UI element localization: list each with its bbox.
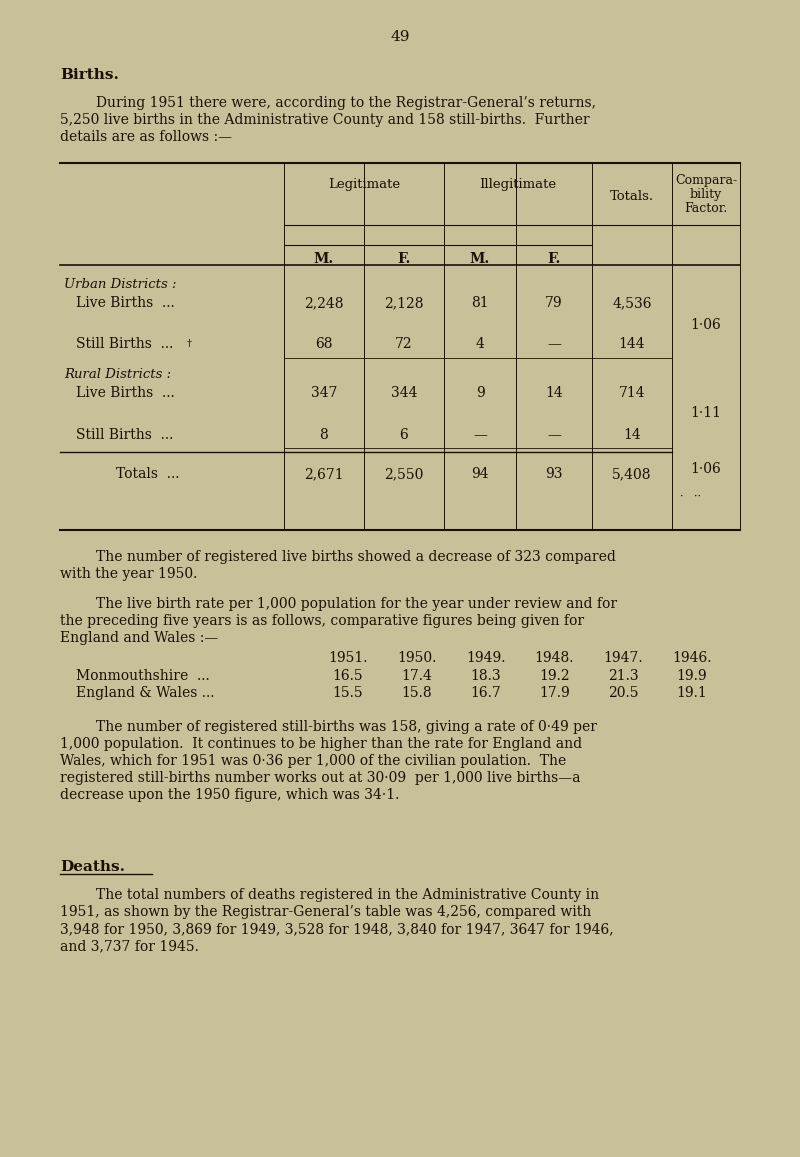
Text: 1950.: 1950.: [397, 651, 437, 665]
Text: ·   ··: · ··: [680, 492, 701, 502]
Text: 144: 144: [618, 337, 646, 351]
Text: 2,248: 2,248: [304, 296, 344, 310]
Text: England and Wales :—: England and Wales :—: [60, 631, 218, 644]
Text: Rural Districts :: Rural Districts :: [64, 368, 171, 381]
Text: bility: bility: [690, 187, 722, 201]
Text: 14: 14: [545, 386, 563, 400]
Text: 714: 714: [618, 386, 646, 400]
Text: decrease upon the 1950 figure, which was 34·1.: decrease upon the 1950 figure, which was…: [60, 788, 399, 802]
Text: 19.9: 19.9: [677, 669, 707, 683]
Text: Still Births  ...: Still Births ...: [76, 337, 174, 351]
Text: †: †: [186, 339, 191, 348]
Text: 6: 6: [400, 428, 408, 442]
Text: M.: M.: [470, 252, 490, 266]
Text: with the year 1950.: with the year 1950.: [60, 567, 198, 581]
Text: details are as follows :—: details are as follows :—: [60, 130, 232, 143]
Text: 1946.: 1946.: [672, 651, 712, 665]
Text: —: —: [473, 428, 487, 442]
Text: 5,250 live births in the Administrative County and 158 still-births.  Further: 5,250 live births in the Administrative …: [60, 113, 590, 127]
Text: Live Births  ...: Live Births ...: [76, 386, 174, 400]
Text: 8: 8: [320, 428, 328, 442]
Text: 1951, as shown by the Registrar-General’s table was 4,256, compared with: 1951, as shown by the Registrar-General’…: [60, 905, 591, 919]
Text: 2,550: 2,550: [384, 467, 424, 481]
Text: 1·06: 1·06: [690, 462, 722, 476]
Text: the preceding five years is as follows, comparative figures being given for: the preceding five years is as follows, …: [60, 614, 584, 628]
Text: 9: 9: [476, 386, 484, 400]
Text: registered still-births number works out at 30·09  per 1,000 live births—a: registered still-births number works out…: [60, 771, 581, 784]
Text: 19.2: 19.2: [539, 669, 570, 683]
Text: Urban Districts :: Urban Districts :: [64, 278, 177, 292]
Text: 344: 344: [390, 386, 418, 400]
Text: 15.5: 15.5: [333, 686, 363, 700]
Text: 1951.: 1951.: [328, 651, 368, 665]
Text: 19.1: 19.1: [677, 686, 707, 700]
Text: Live Births  ...: Live Births ...: [76, 296, 174, 310]
Text: The total numbers of deaths registered in the Administrative County in: The total numbers of deaths registered i…: [96, 889, 599, 902]
Text: 4,536: 4,536: [612, 296, 652, 310]
Text: 16.5: 16.5: [333, 669, 363, 683]
Text: Factor.: Factor.: [684, 202, 728, 215]
Text: 347: 347: [310, 386, 338, 400]
Text: 1948.: 1948.: [534, 651, 574, 665]
Text: 17.4: 17.4: [402, 669, 432, 683]
Text: Monmouthshire  ...: Monmouthshire ...: [76, 669, 210, 683]
Text: 1·11: 1·11: [690, 406, 722, 420]
Text: 5,408: 5,408: [612, 467, 652, 481]
Text: England & Wales ...: England & Wales ...: [76, 686, 214, 700]
Text: F.: F.: [398, 252, 410, 266]
Text: 93: 93: [546, 467, 562, 481]
Text: During 1951 there were, according to the Registrar-General’s returns,: During 1951 there were, according to the…: [96, 96, 596, 110]
Text: 79: 79: [545, 296, 563, 310]
Text: —: —: [547, 337, 561, 351]
Text: The number of registered still-births was 158, giving a rate of 0·49 per: The number of registered still-births wa…: [96, 720, 597, 734]
Text: The live birth rate per 1,000 population for the year under review and for: The live birth rate per 1,000 population…: [96, 597, 617, 611]
Text: 1947.: 1947.: [603, 651, 643, 665]
Text: 1,000 population.  It continues to be higher than the rate for England and: 1,000 population. It continues to be hig…: [60, 737, 582, 751]
Text: 72: 72: [395, 337, 413, 351]
Text: 3,948 for 1950, 3,869 for 1949, 3,528 for 1948, 3,840 for 1947, 3647 for 1946,: 3,948 for 1950, 3,869 for 1949, 3,528 fo…: [60, 922, 614, 936]
Text: 1949.: 1949.: [466, 651, 506, 665]
Text: 17.9: 17.9: [539, 686, 570, 700]
Text: 14: 14: [623, 428, 641, 442]
Text: 94: 94: [471, 467, 489, 481]
Text: and 3,737 for 1945.: and 3,737 for 1945.: [60, 939, 199, 953]
Text: 1·06: 1·06: [690, 318, 722, 332]
Text: —: —: [547, 428, 561, 442]
Text: Births.: Births.: [60, 68, 119, 82]
Text: 21.3: 21.3: [608, 669, 638, 683]
Text: 2,671: 2,671: [304, 467, 344, 481]
Text: 4: 4: [475, 337, 485, 351]
Text: 81: 81: [471, 296, 489, 310]
Text: F.: F.: [547, 252, 561, 266]
Text: Wales, which for 1951 was 0·36 per 1,000 of the civilian poulation.  The: Wales, which for 1951 was 0·36 per 1,000…: [60, 754, 566, 768]
Text: Compara-: Compara-: [675, 174, 737, 187]
Text: Totals.: Totals.: [610, 190, 654, 202]
Text: The number of registered live births showed a decrease of 323 compared: The number of registered live births sho…: [96, 550, 616, 563]
Text: Totals  ...: Totals ...: [116, 467, 179, 481]
Text: Illegitimate: Illegitimate: [479, 178, 557, 191]
Text: Legitimate: Legitimate: [328, 178, 400, 191]
Text: 2,128: 2,128: [384, 296, 424, 310]
Text: Still Births  ...: Still Births ...: [76, 428, 174, 442]
Text: 15.8: 15.8: [402, 686, 432, 700]
Text: Deaths.: Deaths.: [60, 860, 125, 874]
Text: 18.3: 18.3: [470, 669, 501, 683]
Text: 68: 68: [315, 337, 333, 351]
Text: 16.7: 16.7: [470, 686, 501, 700]
Text: M.: M.: [314, 252, 334, 266]
Text: 49: 49: [390, 30, 410, 44]
Text: 20.5: 20.5: [608, 686, 638, 700]
